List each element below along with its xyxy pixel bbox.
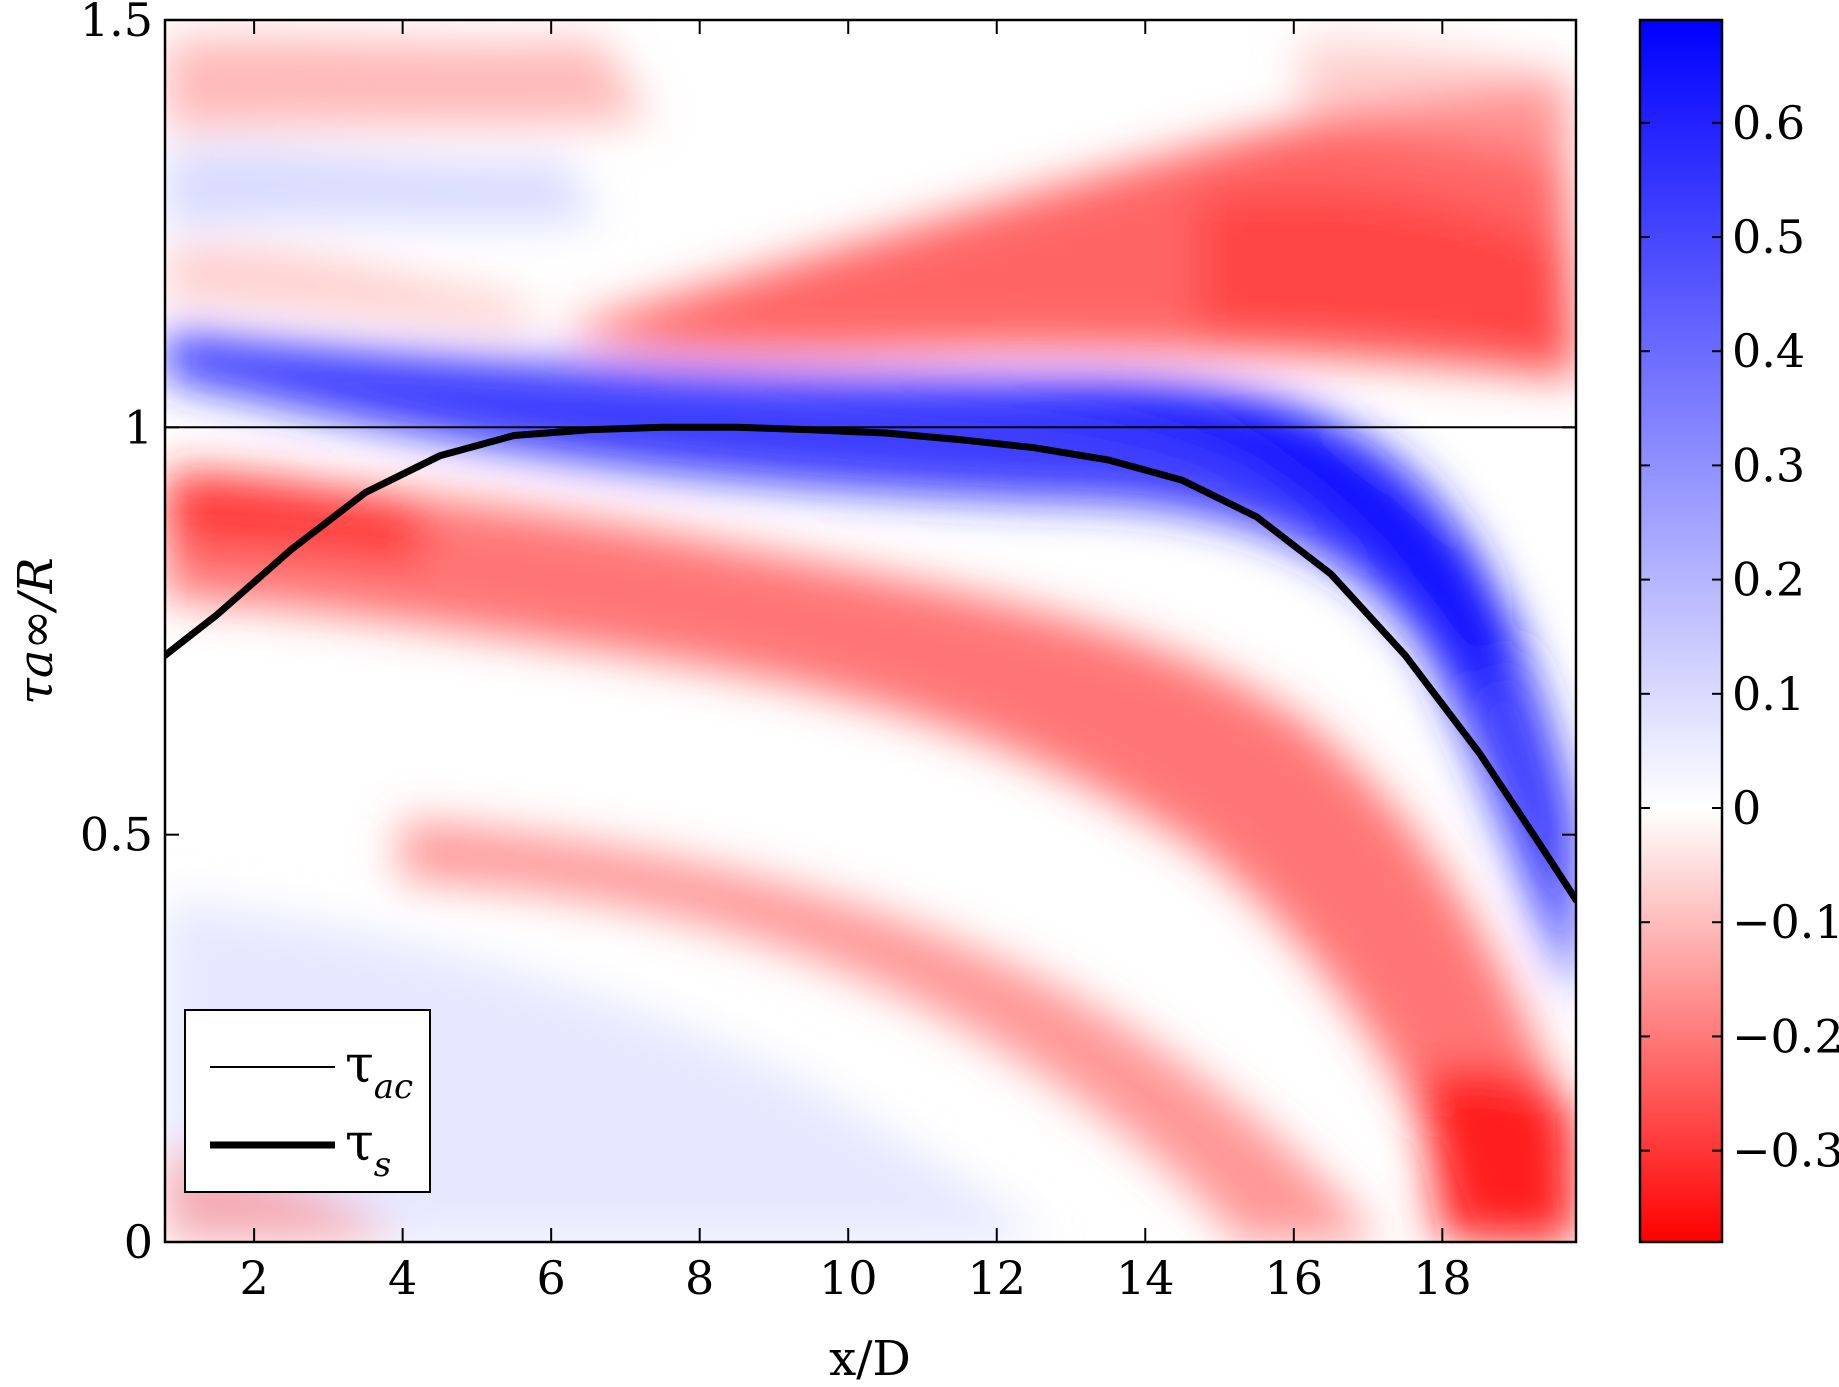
colorbar-tick-label: −0.2 bbox=[1732, 1009, 1839, 1063]
x-tick-label: 14 bbox=[1116, 1251, 1175, 1305]
colorbar-tick-label: −0.1 bbox=[1732, 895, 1839, 949]
colorbar bbox=[1638, 18, 1724, 1244]
y-tick-label: 0 bbox=[124, 1215, 153, 1269]
legend-tau-s-label: τs bbox=[345, 1113, 391, 1185]
x-tick-label: 8 bbox=[685, 1251, 714, 1305]
x-tick-label: 12 bbox=[967, 1251, 1026, 1305]
colorbar-tick-label: 0.3 bbox=[1732, 438, 1805, 492]
x-tick-label: 10 bbox=[819, 1251, 878, 1305]
x-tick-label: 16 bbox=[1265, 1251, 1324, 1305]
y-axis-label: τa∞/R bbox=[8, 557, 64, 704]
colorbar-tick-label: 0.2 bbox=[1732, 553, 1805, 607]
x-tick-label: 4 bbox=[388, 1251, 417, 1305]
colorbar-tick-label: 0.5 bbox=[1732, 210, 1805, 264]
x-axis-ticks: 2 4 6 8 10 12 14 16 18 bbox=[239, 20, 1472, 1305]
colorbar-ticks: −0.3 −0.2 −0.1 0 0.1 0.2 0.3 0.4 0.5 0.6 bbox=[1640, 96, 1839, 1178]
colorbar-tick-label: −0.3 bbox=[1732, 1124, 1839, 1178]
colorbar-tick-label: 0.6 bbox=[1732, 96, 1805, 150]
y-tick-label: 1.5 bbox=[80, 0, 153, 47]
y-tick-label: 0.5 bbox=[80, 808, 153, 862]
x-axis-label: x/D bbox=[829, 1331, 911, 1387]
y-axis-ticks: 0 0.5 1 1.5 bbox=[80, 0, 1576, 1269]
legend-tau-ac-label: τac bbox=[345, 1035, 413, 1107]
colorbar-tick-label: 0 bbox=[1732, 781, 1761, 835]
y-tick-label: 1 bbox=[124, 400, 153, 454]
x-tick-label: 18 bbox=[1413, 1251, 1472, 1305]
plot-frame bbox=[163, 18, 1578, 1244]
x-tick-label: 6 bbox=[537, 1251, 566, 1305]
colorbar-tick-label: 0.1 bbox=[1732, 667, 1805, 721]
x-tick-label: 2 bbox=[239, 1251, 268, 1305]
colorbar-tick-label: 0.4 bbox=[1732, 324, 1805, 378]
legend-box bbox=[184, 1009, 431, 1193]
tau-s-line bbox=[165, 423, 1576, 904]
legend: τac τs bbox=[184, 1009, 431, 1193]
